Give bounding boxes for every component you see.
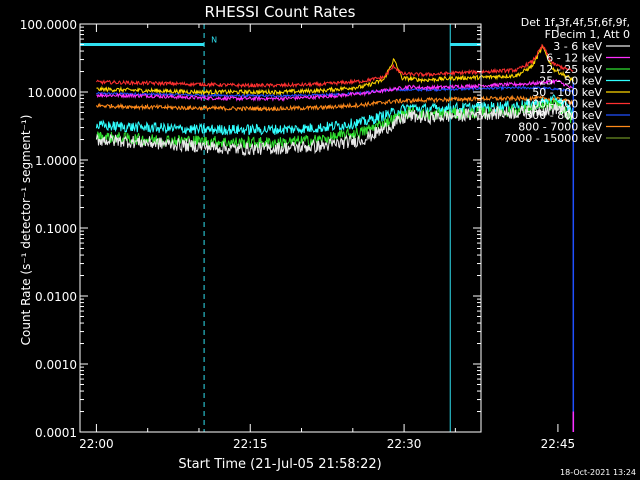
- legend-label: 3 - 6 keV: [553, 40, 602, 53]
- series-line: [95, 94, 574, 136]
- series-lines: [95, 43, 575, 432]
- legend-header: Det 1f,3f,4f,5f,6f,9f,: [521, 16, 630, 29]
- legend-label: 300 - 800 keV: [525, 109, 602, 122]
- x-tick-label: 22:45: [541, 437, 576, 451]
- x-tick-label: 22:00: [79, 437, 114, 451]
- legend-label: 6 - 12 keV: [546, 52, 602, 65]
- x-axis-label: Start Time (21-Jul-05 21:58:22): [178, 457, 381, 472]
- x-tick-label: 22:30: [387, 437, 422, 451]
- tick-labels: 22:0022:1522:3022:4523:0023:1523:30100.0…: [20, 18, 576, 451]
- series-line: [96, 78, 574, 102]
- series-line: [96, 44, 574, 96]
- y-tick-label: 100.0000: [20, 18, 77, 32]
- legend-label: 7000 - 15000 keV: [504, 132, 602, 145]
- y-tick-label: 0.0001: [35, 426, 77, 440]
- y-tick-label: 0.0100: [35, 290, 77, 304]
- series-line: [95, 102, 574, 157]
- legend: Det 1f,3f,4f,5f,6f,9f,FDecim 1, Att 03 -…: [504, 16, 630, 145]
- y-tick-label: 0.0010: [35, 358, 77, 372]
- x-tick-label: 22:15: [233, 437, 268, 451]
- y-tick-label: 1.0000: [35, 154, 77, 168]
- y-tick-label: 10.0000: [27, 86, 77, 100]
- series-line: [96, 85, 574, 99]
- y-axis-label: Count Rate (s⁻¹ detector⁻¹ segment⁻¹): [19, 115, 33, 346]
- footer-timestamp: 18-Oct-2021 13:24: [560, 468, 636, 477]
- legend-label: 12 - 25 keV: [539, 63, 602, 76]
- axes: [79, 23, 559, 433]
- legend-header: FDecim 1, Att 0: [545, 28, 630, 41]
- series-line: [95, 94, 574, 112]
- night-label: N: [211, 35, 217, 44]
- chart-title: RHESSI Count Rates: [205, 3, 356, 21]
- legend-label: 800 - 7000 keV: [518, 121, 602, 134]
- legend-label: 100 - 300 keV: [525, 98, 602, 111]
- y-tick-label: 0.1000: [35, 222, 77, 236]
- legend-label: 50 - 100 keV: [532, 86, 602, 99]
- legend-label: 25 - 50 keV: [539, 75, 602, 88]
- series-line: [96, 43, 574, 89]
